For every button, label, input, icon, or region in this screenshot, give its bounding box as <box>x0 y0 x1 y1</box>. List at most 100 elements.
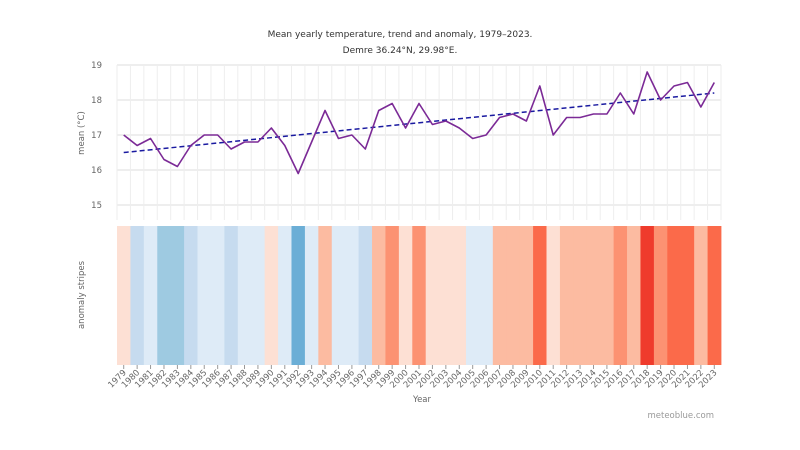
anomaly-stripe <box>640 226 655 365</box>
anomaly-stripe <box>184 226 198 365</box>
anomaly-stripe <box>291 226 306 365</box>
temperature-series <box>122 70 716 175</box>
temperature-point <box>659 98 662 101</box>
anomaly-stripe <box>425 226 440 365</box>
temperature-point <box>256 140 259 143</box>
temperature-point <box>162 158 165 161</box>
anomaly-stripe <box>237 226 252 365</box>
anomaly-stripe <box>546 226 561 365</box>
temperature-point <box>404 126 407 129</box>
anomaly-stripe <box>197 226 212 365</box>
anomaly-stripe <box>653 226 668 365</box>
anomaly-stripe <box>479 226 494 365</box>
temperature-point <box>243 140 246 143</box>
temperature-point <box>699 105 702 108</box>
anomaly-stripe <box>251 226 266 365</box>
temperature-point <box>619 91 622 94</box>
anomaly-stripe <box>358 226 373 365</box>
chart-title: Mean yearly temperature, trend and anoma… <box>268 30 533 40</box>
line-gridlines <box>116 64 722 220</box>
temperature-point <box>552 133 555 136</box>
anomaly-stripe <box>600 226 615 365</box>
y-axis-ticks: 15 16 17 18 19 <box>91 61 102 211</box>
anomaly-stripe <box>519 226 534 365</box>
temperature-point <box>189 144 192 147</box>
anomaly-stripe <box>627 226 641 365</box>
anomaly-stripe <box>452 226 467 365</box>
temperature-point <box>216 133 219 136</box>
temperature-point <box>310 140 313 143</box>
anomaly-stripe <box>707 226 722 365</box>
temperature-point <box>270 126 273 129</box>
x-axis-label: Year <box>412 395 432 405</box>
temperature-point <box>538 84 541 87</box>
anomaly-stripe <box>372 226 386 365</box>
anomaly-stripe <box>465 226 480 365</box>
stripes-axis-label: anomaly stripes <box>77 260 87 329</box>
trend-line-group <box>123 92 715 154</box>
anomaly-stripe <box>117 226 131 365</box>
anomaly-stripe <box>680 226 695 365</box>
temperature-point <box>605 112 608 115</box>
temperature-point <box>417 102 420 105</box>
temperature-line <box>123 71 715 175</box>
temperature-point <box>297 172 300 175</box>
anomaly-stripe <box>224 226 239 365</box>
anomaly-stripe <box>385 226 400 365</box>
y-tick-label: 16 <box>91 166 102 176</box>
y-tick-label: 17 <box>91 131 102 141</box>
temperature-point <box>176 165 179 168</box>
anomaly-stripe <box>210 226 225 365</box>
temperature-point <box>229 147 232 150</box>
temperature-point <box>471 137 474 140</box>
temperature-point <box>686 81 689 84</box>
temperature-point <box>498 116 501 119</box>
temperature-point <box>203 133 206 136</box>
temperature-point <box>565 116 568 119</box>
anomaly-stripe <box>667 226 682 365</box>
temperature-point <box>149 137 152 140</box>
anomaly-stripe <box>278 226 292 365</box>
anomaly-stripe <box>533 226 547 365</box>
anomaly-stripe <box>586 226 601 365</box>
anomaly-stripe <box>170 226 185 365</box>
anomaly-stripe <box>412 226 427 365</box>
y-tick-label: 19 <box>91 61 102 71</box>
temperature-point <box>444 119 447 122</box>
anomaly-stripe <box>439 226 453 365</box>
temperature-point <box>511 112 514 115</box>
temperature-point <box>337 137 340 140</box>
temperature-point <box>646 70 649 73</box>
temperature-point <box>525 119 528 122</box>
temperature-point <box>323 109 326 112</box>
x-axis-ticks: 1979198019811982198319841985198619871988… <box>106 365 719 390</box>
temperature-point <box>136 144 139 147</box>
temperature-point <box>431 123 434 126</box>
temperature-point <box>364 147 367 150</box>
temperature-point <box>350 133 353 136</box>
anomaly-stripe <box>304 226 319 365</box>
temperature-point <box>713 81 716 84</box>
temperature-point <box>377 109 380 112</box>
anomaly-stripes <box>117 226 722 365</box>
anomaly-stripe <box>331 226 346 365</box>
temperature-point <box>592 112 595 115</box>
anomaly-stripe <box>694 226 708 365</box>
anomaly-stripe <box>573 226 588 365</box>
anomaly-stripe <box>264 226 279 365</box>
temperature-point <box>672 84 675 87</box>
anomaly-stripe <box>130 226 145 365</box>
anomaly-stripe <box>506 226 521 365</box>
anomaly-stripe <box>157 226 172 365</box>
temperature-point <box>458 126 461 129</box>
y-axis-label: mean (°C) <box>77 111 87 155</box>
temperature-point <box>122 133 125 136</box>
trend-line <box>123 92 715 154</box>
anomaly-stripe <box>559 226 574 365</box>
temperature-point <box>391 102 394 105</box>
anomaly-stripe <box>613 226 628 365</box>
temperature-point <box>632 112 635 115</box>
anomaly-stripe <box>345 226 359 365</box>
anomaly-stripe <box>143 226 158 365</box>
